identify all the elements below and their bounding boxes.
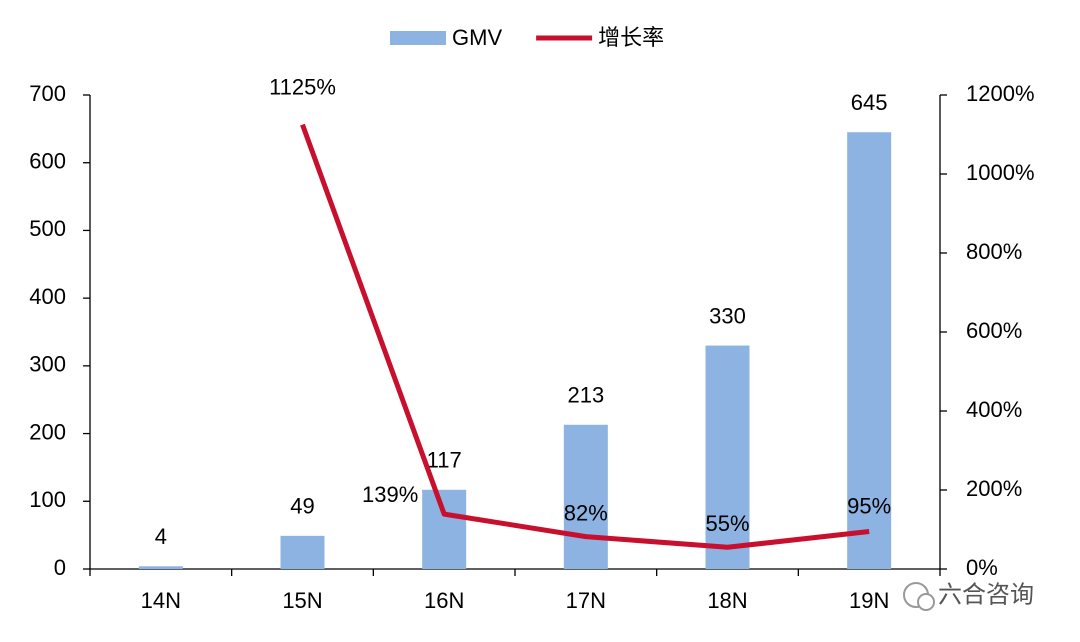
bar bbox=[138, 566, 183, 569]
x-tick-label: 14N bbox=[141, 588, 181, 613]
legend-label: GMV bbox=[452, 25, 502, 50]
y-tick-label: 100 bbox=[29, 487, 66, 512]
x-tick-label: 19N bbox=[849, 588, 889, 613]
line bbox=[300, 123, 870, 550]
y-tick-label: 700 bbox=[29, 81, 66, 106]
y-tick-label: 500 bbox=[29, 216, 66, 241]
bar bbox=[422, 489, 467, 569]
legend-label: 增长率 bbox=[598, 25, 664, 50]
bar bbox=[847, 132, 892, 569]
y2-tick-label: 800% bbox=[966, 239, 1022, 264]
x-tick-label: 18N bbox=[707, 588, 747, 613]
y2-tick-label: 1000% bbox=[966, 160, 1035, 185]
bar-value-label: 117 bbox=[427, 448, 462, 473]
line-value-label: 139% bbox=[362, 482, 418, 507]
bar-value-label: 645 bbox=[851, 90, 888, 115]
legend-swatch bbox=[390, 31, 446, 45]
bar-value-label: 4 bbox=[155, 524, 167, 549]
line-value-label: 95% bbox=[847, 493, 891, 518]
watermark-text: 六合咨询 bbox=[938, 581, 1034, 608]
bar-value-label: 49 bbox=[290, 494, 314, 519]
x-tick-label: 17N bbox=[566, 588, 606, 613]
line-value-label: 55% bbox=[705, 511, 749, 536]
y2-tick-label: 0% bbox=[966, 555, 998, 580]
line-value-label: 1125% bbox=[269, 74, 336, 99]
y2-tick-label: 200% bbox=[966, 476, 1022, 501]
bar bbox=[563, 424, 608, 569]
y2-tick-label: 600% bbox=[966, 318, 1022, 343]
y2-tick-label: 1200% bbox=[966, 81, 1035, 106]
bar bbox=[705, 345, 750, 569]
line-value-label: 82% bbox=[564, 500, 608, 525]
y-tick-label: 0 bbox=[54, 555, 66, 580]
y2-tick-label: 400% bbox=[966, 397, 1022, 422]
y-tick-label: 600 bbox=[29, 149, 66, 174]
x-tick-label: 15N bbox=[282, 588, 322, 613]
bar-value-label: 330 bbox=[709, 303, 746, 328]
x-tick-label: 16N bbox=[424, 588, 464, 613]
watermark-icon bbox=[917, 593, 935, 611]
y-tick-label: 400 bbox=[29, 284, 66, 309]
bar bbox=[280, 535, 325, 569]
y-tick-label: 200 bbox=[29, 419, 66, 444]
y-tick-label: 300 bbox=[29, 352, 66, 377]
bar-value-label: 213 bbox=[567, 383, 604, 408]
watermark: 六合咨询 bbox=[903, 581, 1034, 611]
